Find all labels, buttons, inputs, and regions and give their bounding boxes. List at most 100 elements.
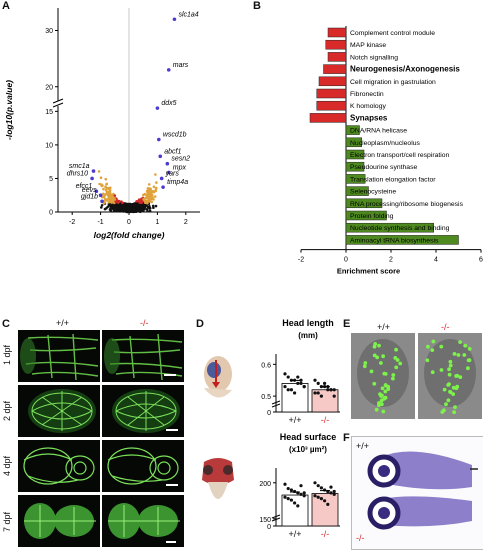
highlight-point: [98, 193, 103, 198]
data-point: [102, 196, 106, 199]
data-point: [283, 384, 287, 389]
category-label: +/+: [288, 415, 301, 425]
bar: [345, 186, 369, 196]
y-tick-label: 15: [45, 109, 53, 116]
bar: [281, 383, 309, 413]
category-label: RNA processing/ribosome biogenesis: [350, 201, 464, 208]
bar: [316, 100, 347, 111]
data-point: [104, 177, 108, 181]
larva-dorsal-image: [198, 456, 238, 516]
cell-marker: [372, 344, 377, 349]
category-label: Protein folding: [350, 213, 394, 220]
micro-7dpf-mut: [102, 495, 184, 547]
bar: [345, 161, 365, 172]
category-label: -/-: [321, 529, 330, 539]
data-point: [148, 206, 152, 210]
bar: [327, 27, 347, 38]
bar: [327, 52, 347, 62]
panel-e-wt-label: +/+: [377, 322, 391, 332]
data-point: [148, 209, 152, 213]
histology-section: +/+ -/-: [351, 436, 483, 550]
data-point: [293, 391, 297, 395]
category-label: Pseudourine synthase: [350, 164, 417, 171]
data-point: [143, 207, 146, 211]
data-point: [143, 199, 146, 202]
data-point: [299, 381, 303, 386]
axis-break: [52, 98, 64, 108]
data-point: [316, 495, 320, 499]
cell-marker: [391, 376, 395, 381]
bar: [318, 76, 347, 87]
data-point: [154, 173, 157, 176]
data-point: [121, 201, 124, 205]
data-point: [293, 489, 297, 494]
data-point: [329, 388, 333, 392]
cell-marker: [372, 381, 377, 386]
panel-f-mut-label: -/-: [356, 533, 365, 543]
bar: [281, 494, 309, 527]
cell-marker: [383, 389, 388, 394]
y-tick-label: 20: [45, 84, 53, 91]
data-point: [313, 481, 317, 485]
data-point: [134, 210, 137, 213]
data-point: [155, 181, 158, 184]
cell-marker: [458, 340, 462, 344]
data-point: [302, 494, 306, 498]
cell-marker: [447, 372, 452, 377]
axis-break: [271, 514, 281, 522]
data-point: [148, 192, 152, 195]
data-point: [129, 210, 132, 214]
bar: [311, 493, 339, 527]
cell-marker: [448, 359, 453, 364]
y-tick-label: 0: [49, 210, 53, 217]
data-point: [129, 205, 132, 209]
data-point: [283, 372, 287, 376]
data-point: [136, 205, 139, 209]
data-point: [293, 501, 297, 505]
cell-marker: [446, 398, 451, 403]
data-point: [109, 194, 113, 197]
cell-marker: [442, 408, 446, 413]
data-point: [155, 186, 158, 190]
data-point: [296, 504, 300, 508]
data-point: [145, 196, 149, 200]
cell-marker: [398, 361, 403, 366]
data-point: [109, 209, 113, 213]
scale-bar: [166, 484, 178, 486]
row-label-2dpf: 2 dpf: [2, 400, 12, 421]
data-point: [299, 492, 303, 496]
cell-marker: [466, 366, 470, 371]
cell-marker: [374, 407, 379, 412]
row-label-7dpf: 7 dpf: [2, 511, 12, 532]
cell-marker: [377, 343, 381, 348]
data-point: [286, 375, 290, 379]
y-axis-title: -log10(p.value): [4, 80, 14, 140]
cell-marker: [395, 358, 400, 362]
x-tick-label: 2: [184, 219, 188, 226]
data-point: [332, 388, 336, 392]
y-tick-label: 200: [259, 481, 271, 488]
micro-7dpf-wt: [18, 495, 100, 547]
cell-marker: [430, 348, 435, 352]
bar: [345, 125, 360, 135]
cell-marker: [379, 402, 384, 407]
points-cloud: [97, 170, 158, 214]
chart-unit: (mm): [298, 331, 318, 340]
data-point: [147, 183, 151, 186]
data-point: [108, 204, 111, 207]
chart-title: Head length: [282, 318, 334, 328]
head-length-chart: Head length (mm) 0 0.5 0.6 +/+ -/-: [261, 318, 340, 425]
cell-marker: [381, 354, 385, 359]
cell-marker: [446, 383, 451, 387]
category-label: -/-: [321, 415, 330, 425]
highlight-point: [159, 176, 164, 181]
x-tick-label: 0: [344, 257, 348, 264]
cell-marker: [375, 355, 380, 360]
data-point: [316, 484, 320, 488]
data-point: [102, 193, 105, 196]
chart-title: Head surface: [280, 432, 337, 442]
data-point: [326, 388, 330, 392]
data-point: [100, 183, 103, 186]
data-point: [323, 381, 327, 386]
